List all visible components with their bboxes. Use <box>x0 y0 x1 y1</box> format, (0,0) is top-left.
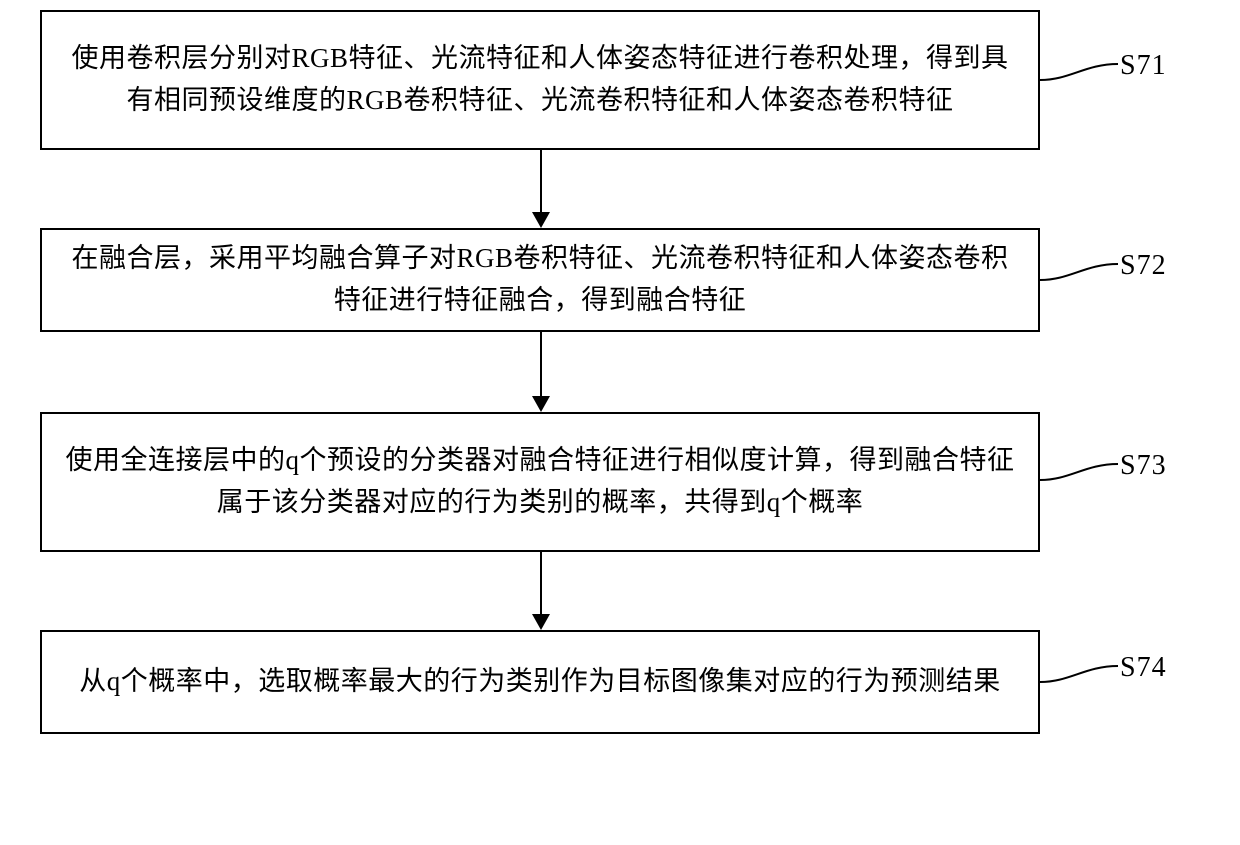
step-label-s74: S74 <box>1120 652 1167 684</box>
arrow-s72-to-s73 <box>540 332 542 412</box>
step-text-s74: 从q个概率中，选取概率最大的行为类别作为目标图像集对应的行为预测结果 <box>79 661 1001 703</box>
step-text-s73: 使用全连接层中的q个预设的分类器对融合特征进行相似度计算，得到融合特征属于该分类… <box>64 440 1016 524</box>
step-box-s73: 使用全连接层中的q个预设的分类器对融合特征进行相似度计算，得到融合特征属于该分类… <box>40 412 1040 552</box>
label-connector-s74 <box>1040 652 1120 697</box>
step-label-s73: S73 <box>1120 450 1167 482</box>
flowchart-canvas: 使用卷积层分别对RGB特征、光流特征和人体姿态特征进行卷积处理，得到具有相同预设… <box>0 0 1240 845</box>
arrow-s73-to-s74 <box>540 552 542 630</box>
label-connector-s72 <box>1040 250 1120 295</box>
step-box-s74: 从q个概率中，选取概率最大的行为类别作为目标图像集对应的行为预测结果 <box>40 630 1040 734</box>
arrow-s71-to-s72 <box>540 150 542 228</box>
step-text-s71: 使用卷积层分别对RGB特征、光流特征和人体姿态特征进行卷积处理，得到具有相同预设… <box>64 38 1016 122</box>
step-box-s71: 使用卷积层分别对RGB特征、光流特征和人体姿态特征进行卷积处理，得到具有相同预设… <box>40 10 1040 150</box>
step-text-s72: 在融合层，采用平均融合算子对RGB卷积特征、光流卷积特征和人体姿态卷积特征进行特… <box>64 238 1016 322</box>
step-label-s72: S72 <box>1120 250 1167 282</box>
step-label-s71: S71 <box>1120 50 1167 82</box>
label-connector-s71 <box>1040 50 1120 95</box>
step-box-s72: 在融合层，采用平均融合算子对RGB卷积特征、光流卷积特征和人体姿态卷积特征进行特… <box>40 228 1040 332</box>
label-connector-s73 <box>1040 450 1120 495</box>
